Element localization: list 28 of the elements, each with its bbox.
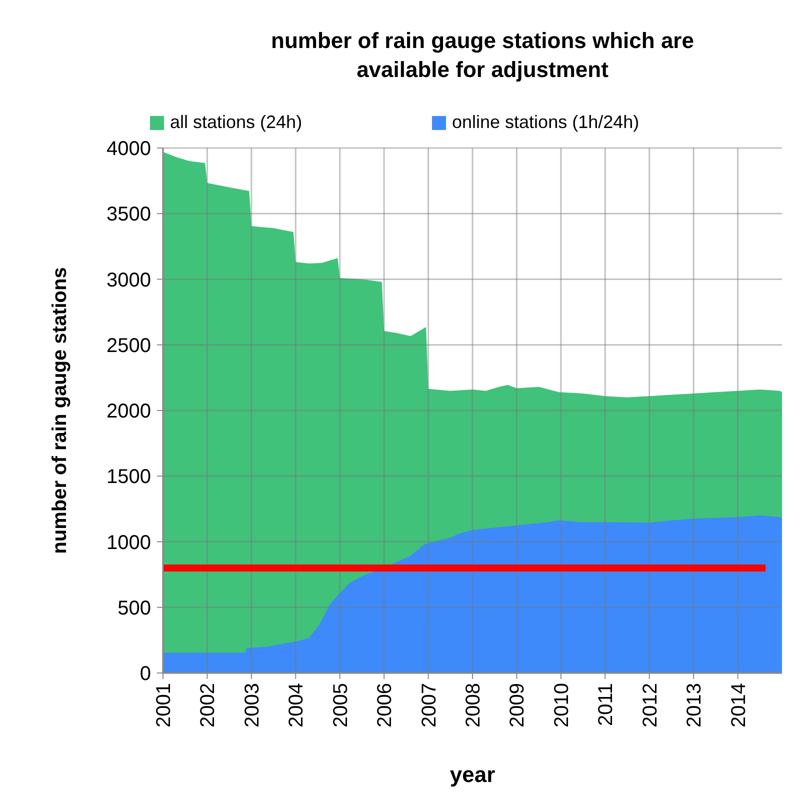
legend-label: all stations (24h) xyxy=(170,112,302,132)
x-tick-label: 2007 xyxy=(418,683,440,728)
x-tick-label: 2006 xyxy=(374,683,396,728)
y-tick-label: 3500 xyxy=(106,204,151,226)
y-tick-label: 0 xyxy=(140,663,151,685)
x-tick-label: 2011 xyxy=(595,683,618,726)
x-tick-label: 2010 xyxy=(550,683,573,728)
x-tick-label: 2004 xyxy=(286,683,308,728)
y-axis-title: number of rain gauge stations xyxy=(49,267,71,554)
chart-title: number of rain gauge stations which are available for adjustment xyxy=(271,28,694,82)
x-tick-label: 2013 xyxy=(684,683,706,728)
x-tick-label: 2012 xyxy=(639,683,662,728)
x-tick-label: 2014 xyxy=(728,683,750,728)
y-tick-label: 1500 xyxy=(106,466,151,488)
x-axis-title: year xyxy=(450,762,496,787)
legend-label: online stations (1h/24h) xyxy=(452,112,640,132)
y-tick-label: 500 xyxy=(118,597,151,620)
x-tick-label: 2005 xyxy=(330,683,352,728)
x-tick-label: 2002 xyxy=(197,683,220,728)
x-tick-label: 2003 xyxy=(241,683,264,728)
x-tick-label: 2009 xyxy=(506,683,529,728)
x-tick-label: 2001 xyxy=(153,683,175,728)
y-tick-label: 1000 xyxy=(106,532,151,554)
y-tick-label: 3000 xyxy=(106,269,151,292)
y-tick-label: 4000 xyxy=(106,138,151,160)
y-tick-label: 2500 xyxy=(106,334,151,357)
y-tick-label: 2000 xyxy=(106,400,151,422)
x-tick-label: 2008 xyxy=(462,683,484,728)
